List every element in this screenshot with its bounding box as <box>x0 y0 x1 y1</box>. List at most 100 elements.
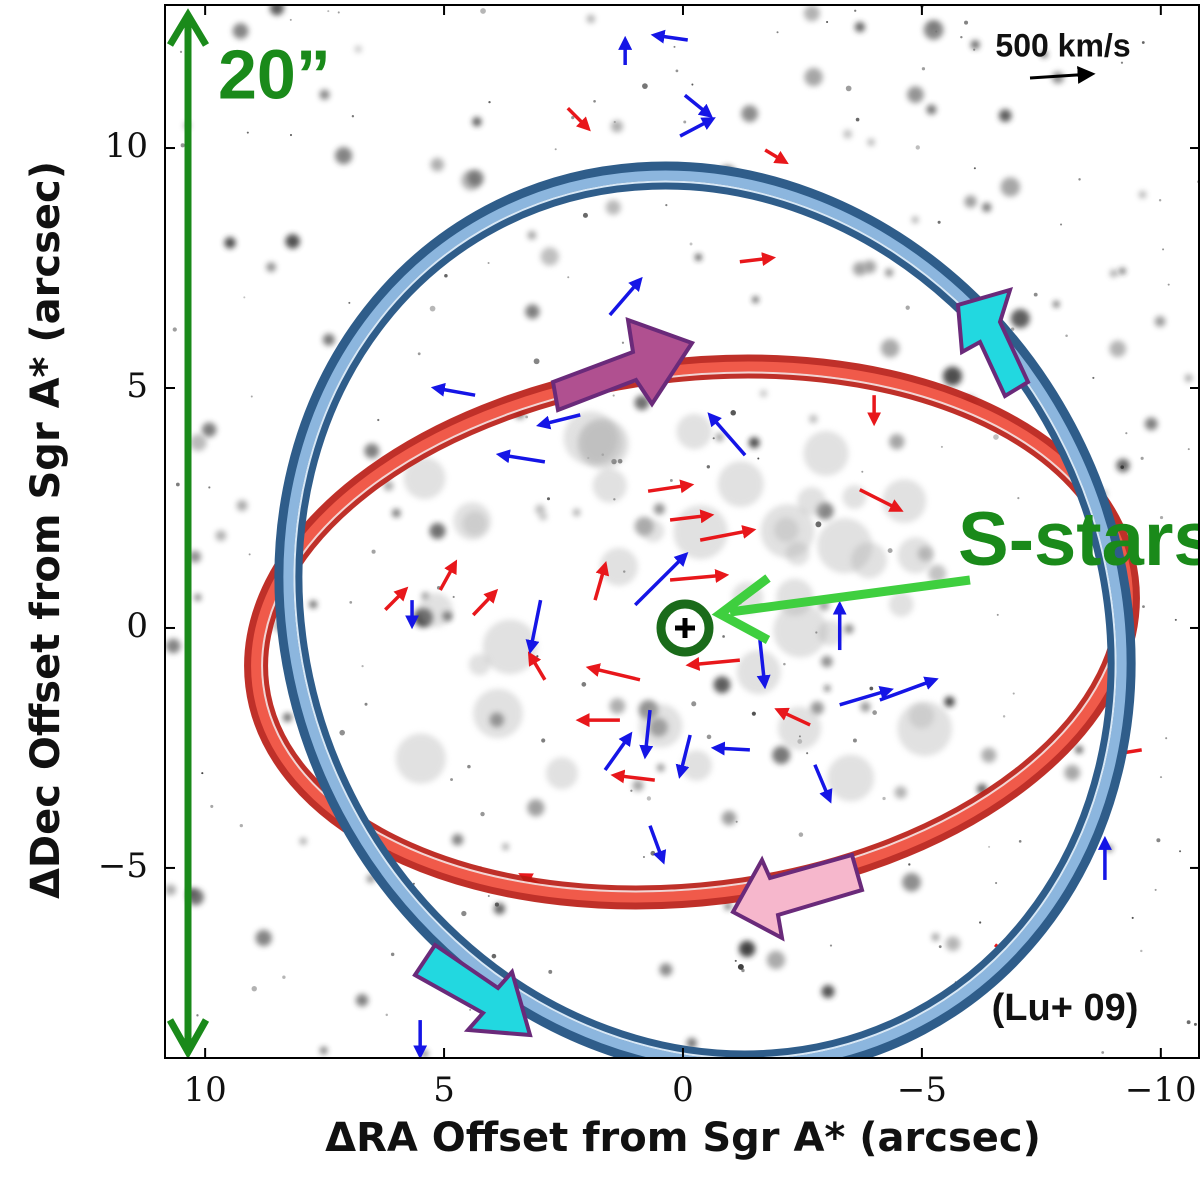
star <box>1188 448 1190 450</box>
star <box>1140 950 1142 952</box>
star <box>309 600 317 608</box>
star <box>815 521 821 527</box>
star <box>173 327 177 331</box>
star <box>889 434 904 449</box>
star <box>1125 432 1127 434</box>
star <box>856 118 860 122</box>
star <box>783 663 786 666</box>
star <box>431 158 445 172</box>
y-axis-title: ΔDec Offset from Sgr A* (arcsec) <box>23 161 69 899</box>
star <box>573 509 580 516</box>
star <box>872 710 877 715</box>
star <box>853 739 857 743</box>
star <box>799 832 804 837</box>
star <box>713 437 715 439</box>
star <box>338 11 340 13</box>
star <box>772 746 790 764</box>
star <box>335 147 352 164</box>
x-tick-label: −10 <box>1125 1070 1197 1110</box>
star <box>821 656 833 668</box>
star <box>352 115 354 117</box>
star <box>676 70 679 73</box>
star <box>715 433 723 441</box>
star <box>882 797 885 800</box>
star <box>844 624 854 634</box>
star <box>1141 457 1144 460</box>
star <box>946 936 961 951</box>
star <box>1187 1020 1191 1024</box>
star <box>1075 746 1082 753</box>
star <box>982 203 991 212</box>
star <box>809 415 817 423</box>
star <box>547 497 550 500</box>
star <box>843 130 852 139</box>
star <box>386 1014 388 1016</box>
star <box>888 548 893 553</box>
diffuse-glow <box>473 689 523 739</box>
star <box>467 170 483 186</box>
star <box>1065 334 1068 337</box>
star <box>539 513 547 521</box>
x-axis-title: ΔRA Offset from Sgr A* (arcsec) <box>325 1115 1041 1161</box>
star <box>691 84 693 86</box>
star <box>1168 284 1170 286</box>
star <box>1139 191 1146 198</box>
star <box>735 960 737 962</box>
star <box>846 86 852 92</box>
star <box>502 844 508 850</box>
star <box>654 503 665 514</box>
star <box>804 5 820 21</box>
figure: S-stars 20” 500 km/s (Lu+ 09) 1050−5−10−… <box>0 0 1200 1197</box>
star <box>730 410 736 416</box>
star <box>806 752 808 754</box>
star <box>964 21 968 25</box>
star <box>993 434 999 440</box>
star <box>327 10 329 12</box>
star <box>480 8 486 14</box>
star <box>349 601 352 604</box>
star <box>1145 417 1158 430</box>
star <box>613 395 615 397</box>
star <box>938 221 941 224</box>
y-tick-label: 5 <box>126 366 148 406</box>
star <box>944 697 954 707</box>
star <box>196 1014 198 1016</box>
star <box>804 68 822 86</box>
star <box>492 954 497 959</box>
star <box>283 713 292 722</box>
star <box>1155 316 1166 327</box>
star <box>752 297 758 303</box>
diffuse-glow <box>676 414 712 450</box>
star <box>902 873 921 892</box>
star <box>1064 765 1080 781</box>
star <box>1110 270 1118 278</box>
star <box>1162 248 1164 250</box>
star <box>997 614 999 616</box>
star <box>650 851 655 856</box>
citation: (Lu+ 09) <box>992 987 1139 1029</box>
star <box>670 479 673 482</box>
diffuse-glow <box>546 757 578 789</box>
star <box>826 21 828 23</box>
star <box>960 36 962 38</box>
star <box>282 976 285 979</box>
star <box>430 523 446 539</box>
star <box>714 676 731 693</box>
star <box>777 31 779 33</box>
diffuse-glow <box>469 654 491 676</box>
star <box>365 703 368 706</box>
star <box>1053 301 1059 307</box>
star <box>210 805 213 808</box>
star <box>683 121 686 124</box>
star <box>453 596 455 598</box>
star <box>824 685 830 691</box>
star <box>869 687 873 691</box>
star <box>881 339 900 358</box>
star <box>926 105 936 115</box>
star <box>1078 178 1080 180</box>
star <box>822 985 835 998</box>
diffuse-glow <box>898 537 934 573</box>
x-tick-label: 5 <box>433 1070 455 1110</box>
star <box>1019 840 1022 843</box>
star <box>722 811 737 826</box>
